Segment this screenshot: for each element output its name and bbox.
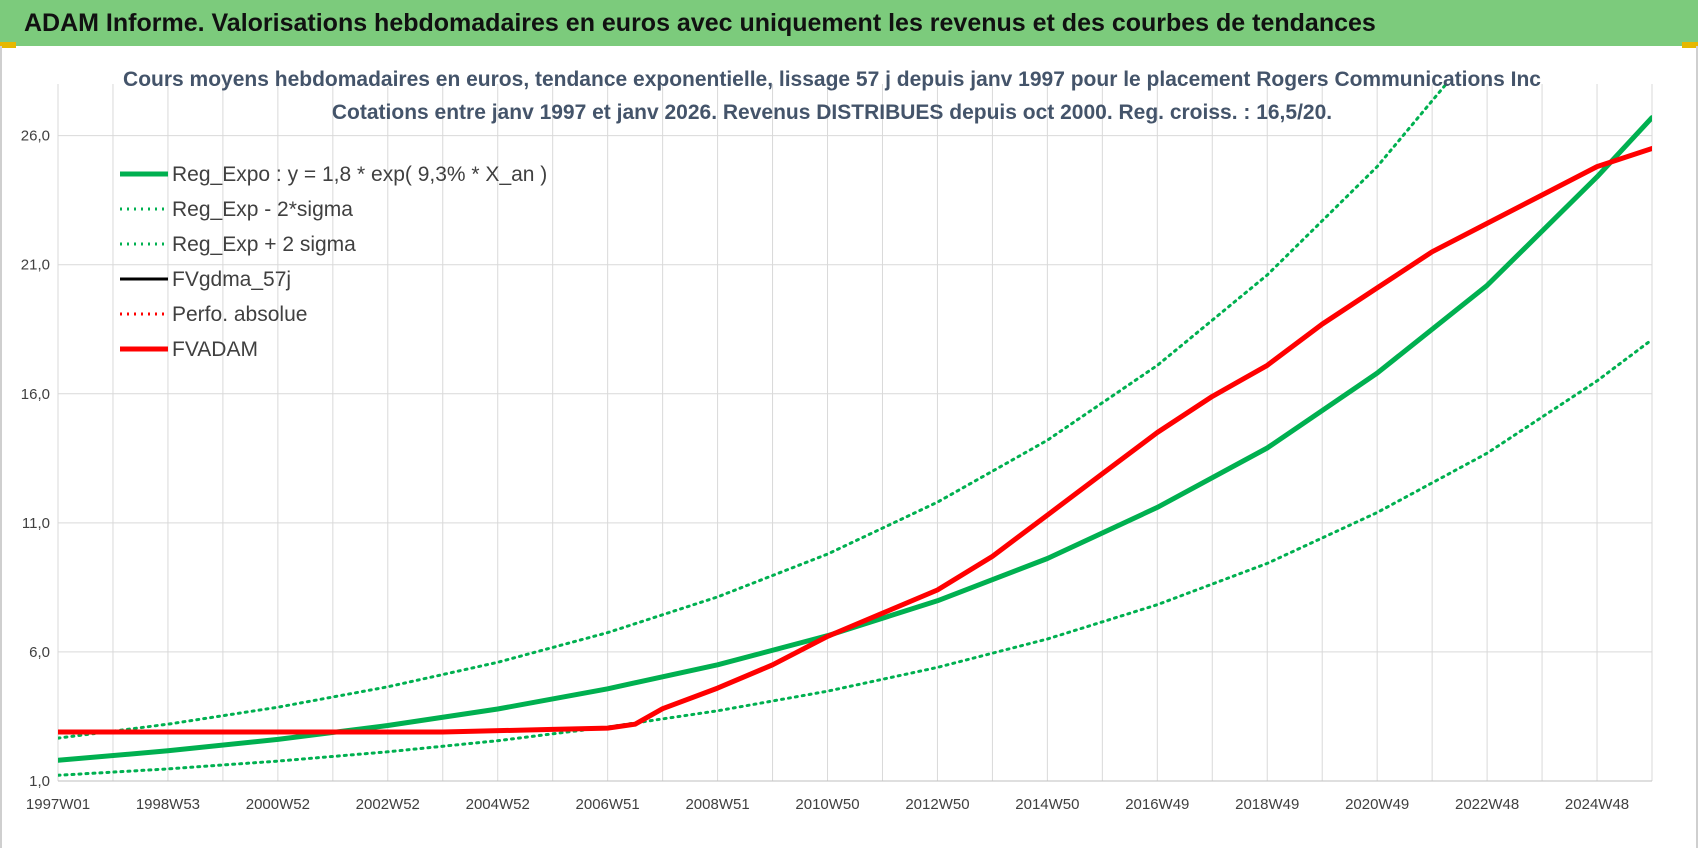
x-tick-label: 2000W52 (246, 796, 310, 813)
x-tick-label: 2018W49 (1235, 796, 1299, 813)
x-tick-label: 1997W01 (26, 796, 90, 813)
x-tick-label: 2008W51 (685, 796, 749, 813)
series-line-reg-exp-2-sigma (58, 84, 1449, 740)
x-tick-label: 2014W50 (1015, 796, 1079, 813)
chart-frame: 1,0 6,0 11,0 16,0 21,0 26,0 1997W01 1998W53 2000… (0, 46, 1698, 848)
chart-title: Cours moyens hebdomadaires en euros, ten… (123, 68, 1541, 91)
chart-svg: 1,0 6,0 11,0 16,0 21,0 26,0 1997W01 1998W53 2000… (21, 68, 1653, 813)
legend-label: Reg_Exp + 2 sigma (172, 233, 356, 256)
legend-label: Reg_Exp - 2*sigma (172, 198, 353, 221)
y-tick-label: 16,0 (21, 386, 50, 403)
x-tick-label: 2020W49 (1345, 796, 1409, 813)
y-tick-label: 6,0 (29, 644, 50, 661)
x-tick-label: 2016W49 (1125, 796, 1189, 813)
legend-label: Perfo. absolue (172, 303, 307, 326)
series-line-fvadam (58, 146, 1652, 735)
legend-label: FVADAM (172, 338, 258, 361)
report-banner-title: ADAM Informe. Valorisations hebdomadaire… (0, 0, 1698, 46)
chart-subtitle: Cotations entre janv 1997 et janv 2026. … (332, 101, 1332, 124)
y-tick-label: 11,0 (22, 515, 50, 532)
banner-corner-right (1682, 42, 1698, 48)
chart-legend: Reg_Expo : y = 1,8 * exp( 9,3% * X_an ) R… (120, 163, 547, 361)
banner-corner-left (0, 42, 16, 48)
x-tick-label: 2012W50 (905, 796, 969, 813)
x-tick-label: 2024W48 (1565, 796, 1629, 813)
y-tick-label: 21,0 (21, 257, 50, 274)
x-tick-label: 2022W48 (1455, 796, 1519, 813)
y-tick-label: 26,0 (21, 128, 50, 145)
legend-label: FVgdma_57j (172, 268, 291, 291)
grid-layer (57, 84, 1653, 782)
legend-label: Reg_Expo : y = 1,8 * exp( 9,3% * X_an ) (172, 163, 547, 186)
y-tick-label: 1,0 (29, 773, 50, 790)
x-tick-label: 2006W51 (576, 796, 640, 813)
series-layer (58, 84, 1652, 777)
x-tick-label: 2010W50 (795, 796, 859, 813)
x-tick-label: 1998W53 (136, 796, 200, 813)
axis-layer: 1,0 6,0 11,0 16,0 21,0 26,0 1997W01 1998W53 2000… (21, 128, 1652, 813)
x-tick-label: 2002W52 (356, 796, 420, 813)
x-tick-label: 2004W52 (466, 796, 530, 813)
series-line-reg-exp-2-sigma (58, 338, 1652, 777)
